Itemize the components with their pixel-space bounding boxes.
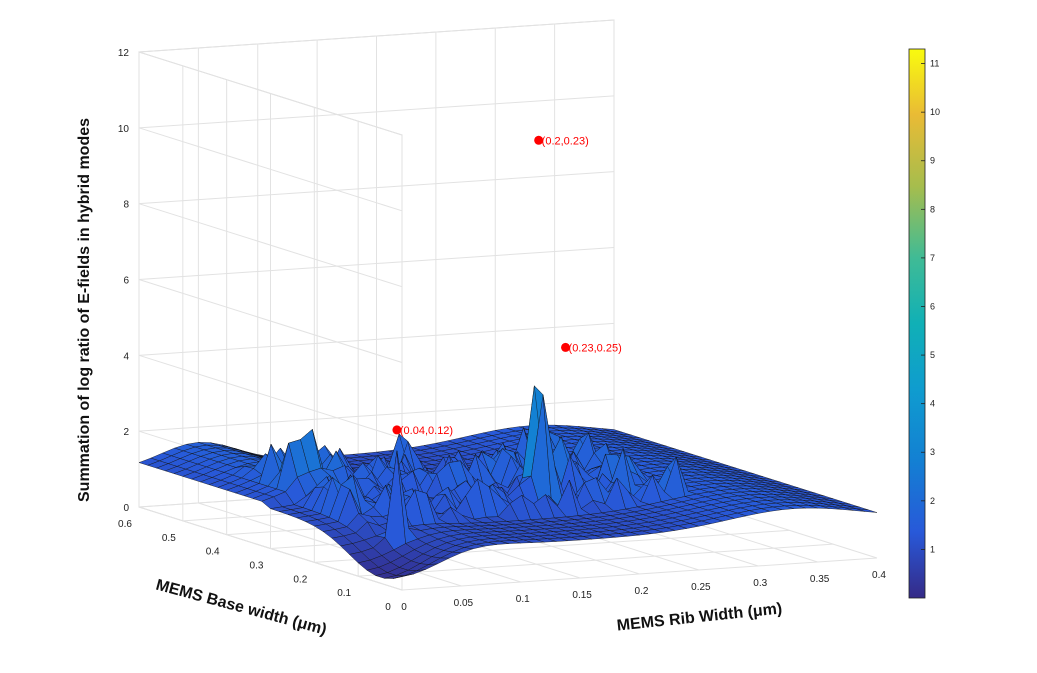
y-tick-label: 0.5 bbox=[162, 533, 176, 544]
peak-label: (0.2,0.23) bbox=[542, 135, 589, 147]
x-tick-label: 0.2 bbox=[635, 586, 649, 597]
x-tick-label: 0.15 bbox=[572, 590, 592, 601]
z-tick-label: 6 bbox=[123, 276, 129, 287]
x-tick-label: 0.35 bbox=[810, 574, 830, 585]
grid-lines bbox=[138, 19, 878, 591]
z-tick-label: 12 bbox=[118, 48, 130, 59]
x-tick-label: 0.1 bbox=[516, 594, 530, 605]
z-tick-label: 4 bbox=[123, 351, 129, 362]
x-tick-label: 0.25 bbox=[691, 582, 711, 593]
y-tick-label: 0.2 bbox=[293, 574, 307, 585]
y-tick-label: 0.4 bbox=[206, 547, 220, 558]
surface-mesh bbox=[138, 385, 878, 579]
colorbar-tick-label: 3 bbox=[930, 447, 935, 457]
peak-marker bbox=[534, 135, 544, 145]
colorbar-tick-label: 1 bbox=[930, 544, 935, 554]
axis-ticks: 0 0.05 0.1 0.15 0.2 0.25 0.3 0.35 0.4 0 0.1 0.2 0.3 0… bbox=[118, 48, 887, 613]
colorbar-ticks: 1 2 3 4 5 6 7 8 9 10 11 bbox=[921, 59, 940, 554]
colorbar-tick-label: 11 bbox=[930, 59, 939, 69]
x-tick-label: 0.4 bbox=[872, 570, 886, 581]
colorbar-tick-label: 8 bbox=[930, 204, 935, 214]
peak-marker bbox=[392, 425, 402, 435]
colorbar-tick-label: 2 bbox=[930, 496, 935, 506]
grid-line bbox=[358, 543, 834, 577]
y-tick-label: 0.6 bbox=[118, 519, 132, 530]
colorbar-tick-label: 10 bbox=[930, 107, 940, 117]
colorbar-tick-label: 7 bbox=[930, 253, 935, 263]
colorbar-tick-label: 6 bbox=[930, 301, 935, 311]
z-tick-label: 10 bbox=[118, 124, 130, 135]
z-tick-label: 8 bbox=[123, 200, 129, 211]
y-tick-label: 0.1 bbox=[337, 588, 351, 599]
colorbar-tick-label: 4 bbox=[930, 399, 935, 409]
x-tick-label: 0 bbox=[401, 602, 407, 613]
colorbar-tick-label: 5 bbox=[930, 350, 935, 360]
peak-label: (0.04,0.12) bbox=[400, 425, 453, 437]
grid-line bbox=[401, 557, 878, 591]
x-tick-label: 0.05 bbox=[454, 598, 474, 609]
colorbar-tick-label: 9 bbox=[930, 156, 935, 166]
z-tick-label: 0 bbox=[123, 503, 129, 514]
surface-facet bbox=[856, 508, 878, 513]
y-tick-label: 0.3 bbox=[250, 561, 264, 572]
peak-label: (0.23,0.25) bbox=[569, 342, 622, 354]
peak-marker bbox=[561, 342, 571, 352]
x-axis-label: MEMS Rib Width (μm) bbox=[616, 600, 783, 634]
colorbar bbox=[908, 48, 926, 599]
peak-markers: (0.2,0.23) (0.23,0.25) (0.04,0.12) bbox=[392, 135, 622, 437]
x-tick-label: 0.3 bbox=[753, 578, 767, 589]
z-tick-label: 2 bbox=[123, 427, 129, 438]
y-axis-label: MEMS Base width (μm) bbox=[154, 577, 328, 639]
z-axis-label: Summation of log ratio of E-fields in hy… bbox=[76, 118, 93, 502]
y-tick-label: 0 bbox=[385, 602, 391, 613]
